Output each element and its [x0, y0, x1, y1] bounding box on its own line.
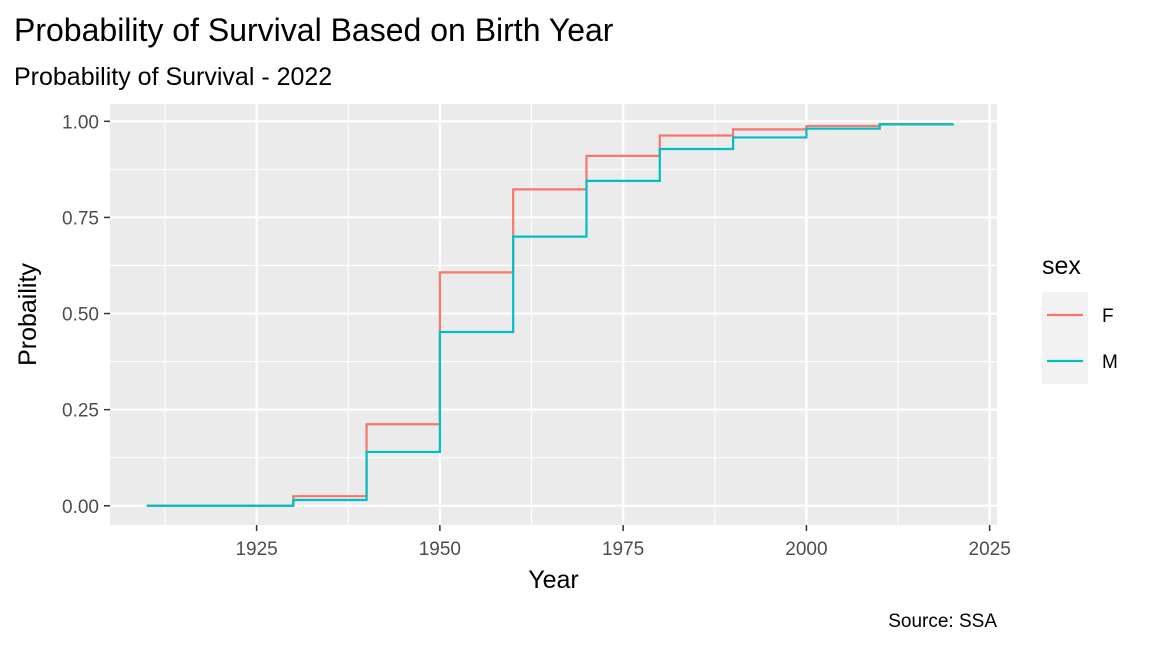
series-lines	[146, 122, 955, 507]
x-tick-label: 1925	[235, 539, 277, 560]
chart-caption: Source: SSA	[888, 611, 997, 632]
series-line-m	[146, 123, 955, 507]
x-axis-ticks: 1925 1950 1975 2000 2025	[235, 525, 1011, 560]
x-tick-label: 1950	[419, 539, 461, 560]
y-tick-label: 0.50	[62, 305, 99, 326]
x-tick-label: 2000	[785, 539, 827, 560]
y-tick-label: 1.00	[62, 112, 99, 133]
chart-title: Probability of Survival Based on Birth Y…	[14, 12, 614, 48]
y-axis-ticks: 0.00 0.25 0.50 0.75 1.00	[62, 112, 110, 518]
y-tick-label: 0.00	[62, 497, 99, 518]
x-tick-label: 2025	[969, 539, 1011, 560]
legend-label-f: F	[1102, 306, 1114, 327]
legend-items: FM	[1042, 292, 1118, 384]
chart-subtitle: Probability of Survival - 2022	[14, 63, 332, 91]
legend: sex FM	[1042, 252, 1118, 384]
y-axis-title: Probaility	[14, 263, 42, 366]
legend-title: sex	[1042, 252, 1081, 280]
x-tick-label: 1975	[602, 539, 644, 560]
y-tick-label: 0.25	[62, 401, 99, 422]
y-tick-label: 0.75	[62, 208, 99, 229]
x-axis-title: Year	[528, 566, 579, 594]
legend-label-m: M	[1102, 352, 1118, 373]
